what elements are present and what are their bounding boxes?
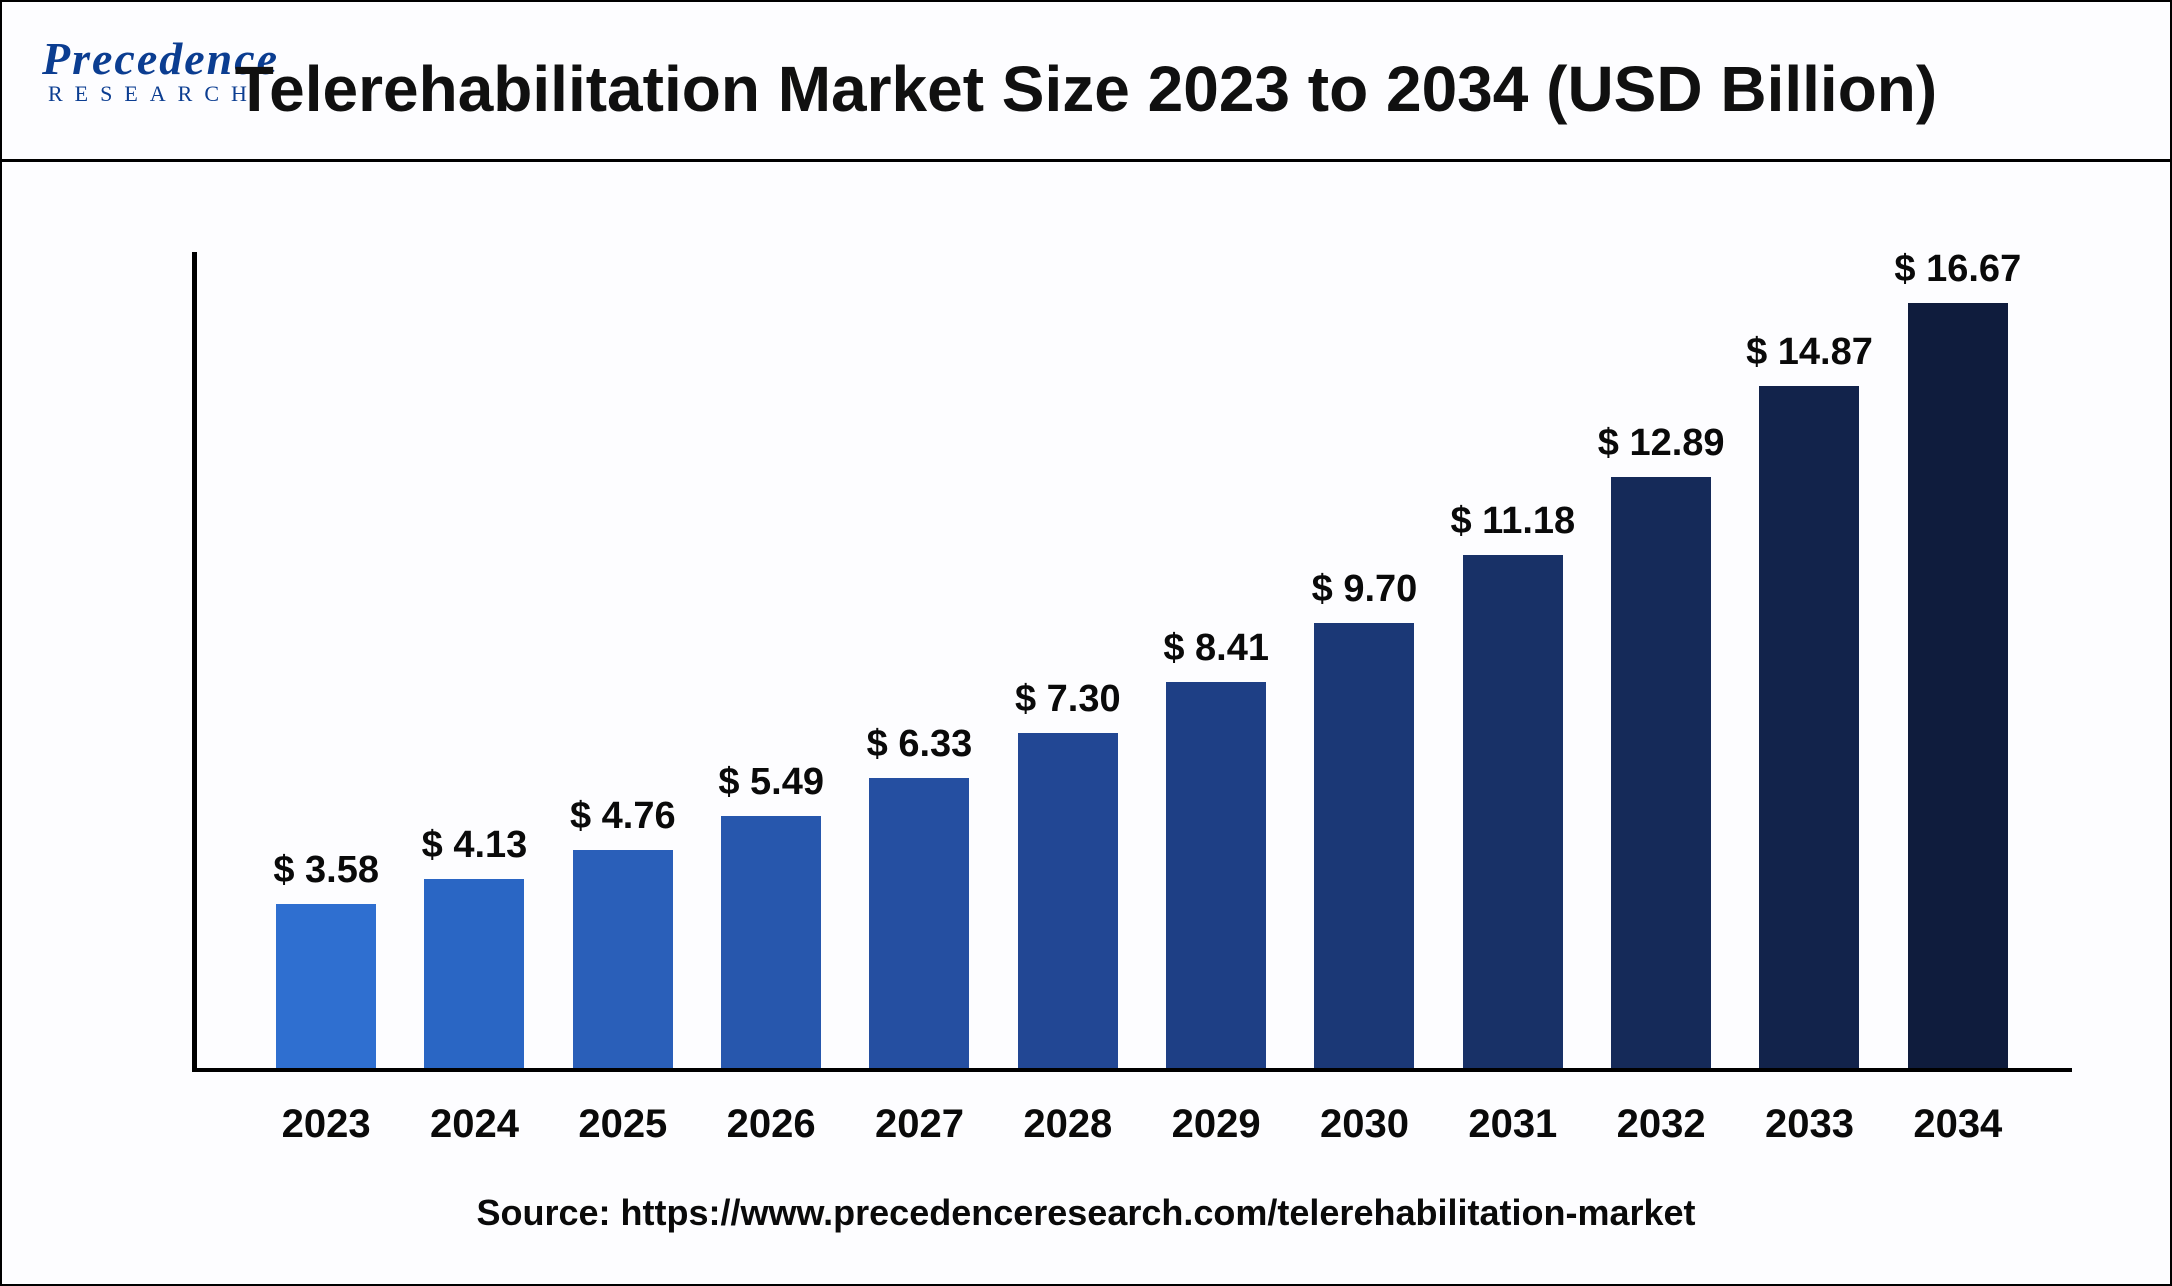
bar-value-label: $ 14.87	[1746, 331, 1873, 374]
bar-value-label: $ 8.41	[1163, 627, 1269, 670]
bar-value-label: $ 5.49	[718, 761, 824, 804]
x-tick-label: 2026	[727, 1102, 816, 1147]
bar-group: $ 16.672034	[1884, 252, 2032, 1072]
chart-title: Telerehabilitation Market Size 2023 to 2…	[2, 52, 2170, 126]
x-tick-label: 2023	[282, 1102, 371, 1147]
bar-group: $ 11.182031	[1439, 252, 1587, 1072]
bars-group: $ 3.582023$ 4.132024$ 4.762025$ 5.492026…	[192, 252, 2072, 1072]
x-tick-label: 2025	[578, 1102, 667, 1147]
chart-container: Precedence RESEARCH Telerehabilitation M…	[0, 0, 2172, 1286]
x-tick-label: 2029	[1172, 1102, 1261, 1147]
bar-group: $ 4.132024	[400, 252, 548, 1072]
bar-value-label: $ 16.67	[1894, 248, 2021, 291]
bar: $ 8.41	[1166, 682, 1266, 1068]
bar: $ 4.76	[573, 850, 673, 1068]
x-tick-label: 2030	[1320, 1102, 1409, 1147]
source-text: Source: https://www.precedenceresearch.c…	[2, 1192, 2170, 1234]
bar: $ 4.13	[424, 879, 524, 1068]
x-tick-label: 2033	[1765, 1102, 1854, 1147]
bar: $ 5.49	[721, 816, 821, 1068]
bar-value-label: $ 6.33	[867, 723, 973, 766]
x-tick-label: 2032	[1617, 1102, 1706, 1147]
bar-value-label: $ 4.13	[422, 824, 528, 867]
bar: $ 7.30	[1018, 733, 1118, 1068]
bar: $ 12.89	[1611, 477, 1711, 1068]
bar-group: $ 14.872033	[1735, 252, 1883, 1072]
bar-group: $ 4.762025	[549, 252, 697, 1072]
plot-area: $ 3.582023$ 4.132024$ 4.762025$ 5.492026…	[192, 252, 2072, 1072]
bar: $ 14.87	[1759, 386, 1859, 1068]
bar-value-label: $ 12.89	[1598, 422, 1725, 465]
bar-value-label: $ 4.76	[570, 795, 676, 838]
x-tick-label: 2027	[875, 1102, 964, 1147]
header: Precedence RESEARCH Telerehabilitation M…	[2, 2, 2170, 162]
bar: $ 6.33	[869, 778, 969, 1068]
bar-value-label: $ 11.18	[1450, 500, 1575, 543]
bar-group: $ 3.582023	[252, 252, 400, 1072]
bar-group: $ 8.412029	[1142, 252, 1290, 1072]
bar-value-label: $ 9.70	[1312, 568, 1418, 611]
bar: $ 9.70	[1314, 623, 1414, 1068]
bar-group: $ 5.492026	[697, 252, 845, 1072]
x-tick-label: 2028	[1023, 1102, 1112, 1147]
bar-value-label: $ 3.58	[273, 849, 379, 892]
bar-group: $ 7.302028	[994, 252, 1142, 1072]
bar: $ 11.18	[1463, 555, 1563, 1068]
x-tick-label: 2024	[430, 1102, 519, 1147]
bar-group: $ 12.892032	[1587, 252, 1735, 1072]
bar-value-label: $ 7.30	[1015, 678, 1121, 721]
x-tick-label: 2031	[1468, 1102, 1557, 1147]
bar-group: $ 9.702030	[1290, 252, 1438, 1072]
x-tick-label: 2034	[1913, 1102, 2002, 1147]
bar: $ 16.67	[1908, 303, 2008, 1068]
bar-group: $ 6.332027	[845, 252, 993, 1072]
bar: $ 3.58	[276, 904, 376, 1068]
